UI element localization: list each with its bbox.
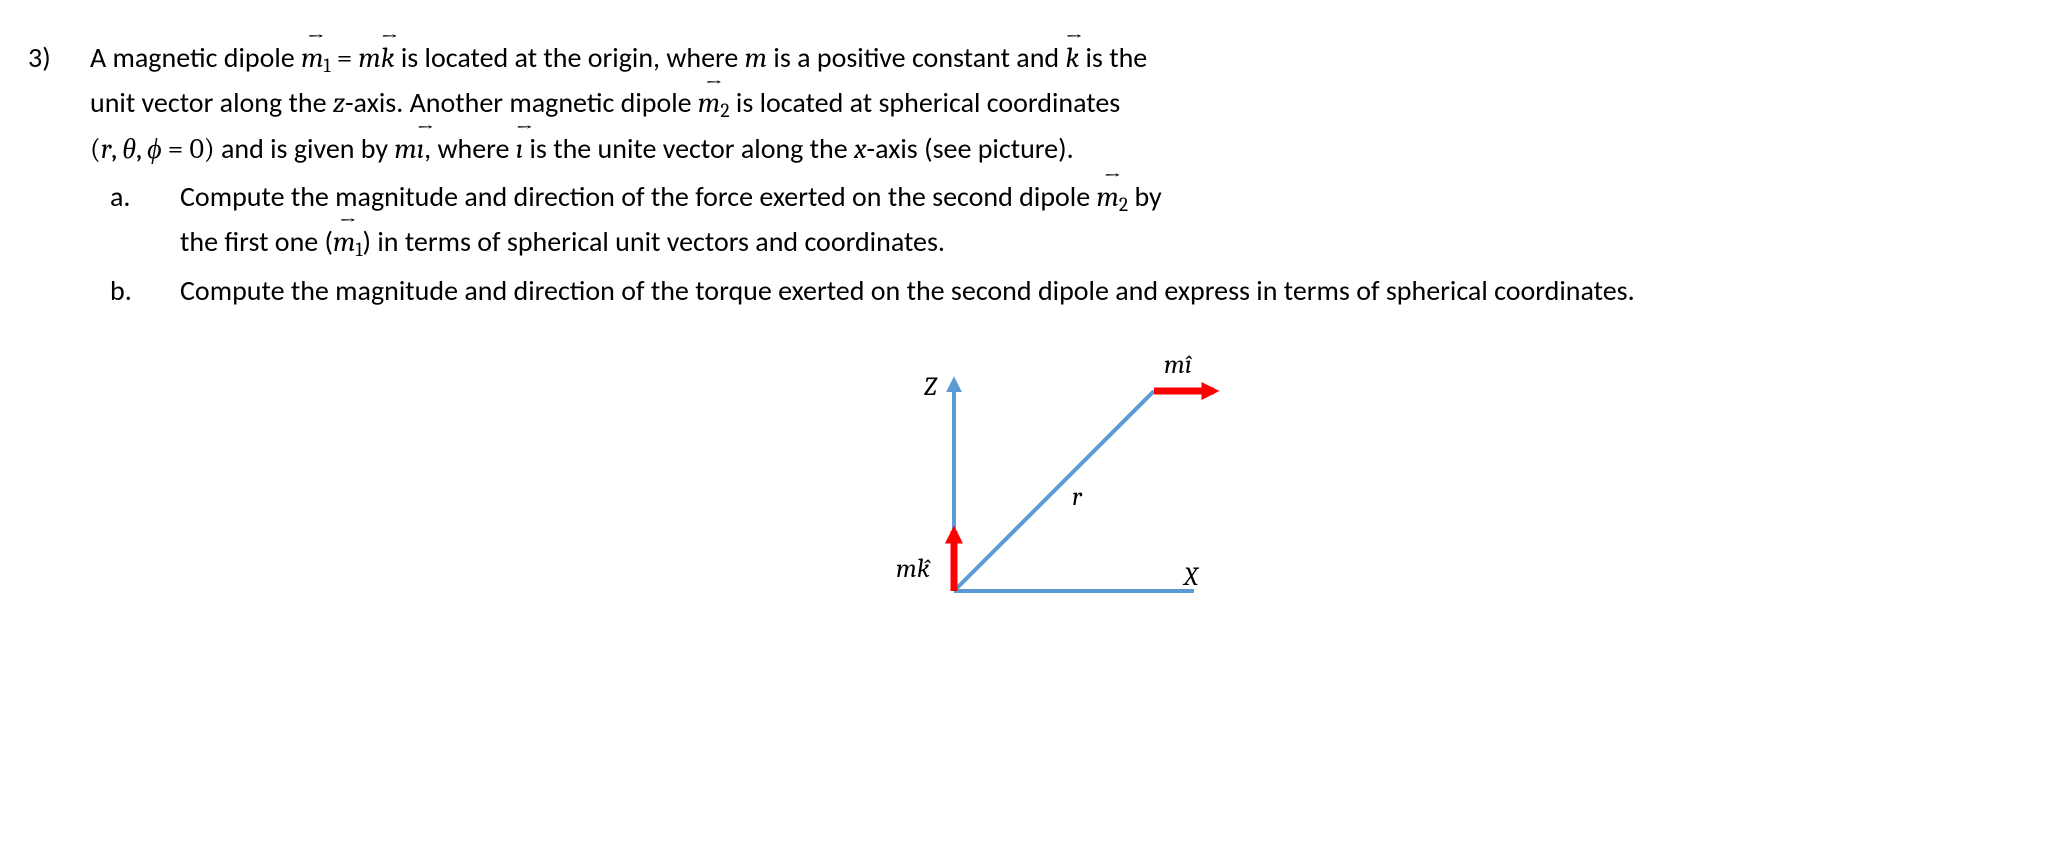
- intro-paragraph: A magnetic dipole m1 = mk is located at …: [90, 36, 1998, 171]
- equals: =: [331, 42, 359, 74]
- const-m: m: [394, 133, 416, 165]
- unit-i: ı: [417, 128, 424, 171]
- text: ) in terms of spherical unit vectors and…: [363, 224, 945, 259]
- text: is located at spherical coordinates: [730, 85, 1121, 120]
- var-z: z: [333, 87, 345, 119]
- dipole-diagram: Z Xr mı̂ mk̂: [834, 331, 1254, 631]
- text: , where: [424, 131, 516, 166]
- svg-text:mı̂: mı̂: [1164, 350, 1193, 380]
- unit-i: ı: [516, 128, 523, 171]
- svg-text:X: X: [1182, 562, 1200, 592]
- vector-m1: m1: [333, 221, 363, 265]
- const-m: m: [358, 42, 380, 74]
- unit-k: k: [381, 37, 395, 80]
- problem-body: A magnetic dipole m1 = mk is located at …: [90, 36, 1998, 631]
- text: unit vector along the: [90, 85, 333, 120]
- subpart-a-body: Compute the magnitude and direction of t…: [180, 175, 1998, 266]
- text: Compute the magnitude and direction of t…: [180, 273, 1635, 308]
- problem-number: 3): [28, 36, 90, 79]
- vector-m1: m1: [301, 37, 331, 81]
- text: is located at the origin, where: [395, 40, 745, 75]
- vector-m2: m2: [698, 82, 730, 126]
- var-theta: θ: [122, 133, 136, 165]
- var-phi: ϕ: [147, 133, 162, 165]
- var-x: x: [854, 133, 867, 165]
- subpart-letter-b: b.: [90, 269, 180, 312]
- subpart-letter-a: a.: [90, 175, 180, 218]
- diagram-container: Z Xr mı̂ mk̂: [90, 331, 1998, 631]
- var-r: r: [101, 133, 112, 165]
- var-m: m: [745, 42, 767, 74]
- text: is a positive constant and: [767, 40, 1065, 75]
- text: -axis (see picture).: [867, 131, 1074, 166]
- problem-block: 3) A magnetic dipole m1 = mk is located …: [28, 36, 1998, 631]
- eq-zero: = 0): [162, 133, 215, 165]
- unit-k: k: [1065, 37, 1079, 80]
- svg-text:mk̂: mk̂: [896, 554, 932, 584]
- text: the first one (: [180, 224, 333, 259]
- comma: ,: [136, 133, 147, 165]
- text: is the: [1079, 40, 1147, 75]
- text: by: [1128, 179, 1162, 214]
- text: is the unite vector along the: [523, 131, 854, 166]
- vector-m2: m2: [1096, 176, 1128, 220]
- svg-text:r: r: [1072, 482, 1083, 512]
- text: A magnetic dipole: [90, 40, 301, 75]
- subpart-b: b. Compute the magnitude and direction o…: [90, 269, 1998, 312]
- comma: ,: [111, 133, 122, 165]
- subpart-a: a. Compute the magnitude and direction o…: [90, 175, 1998, 266]
- paren-open: (: [90, 133, 101, 165]
- subpart-b-body: Compute the magnitude and direction of t…: [180, 269, 1998, 312]
- text: and is given by: [215, 131, 395, 166]
- svg-text:Z: Z: [924, 372, 938, 402]
- text: Compute the magnitude and direction of t…: [180, 179, 1096, 214]
